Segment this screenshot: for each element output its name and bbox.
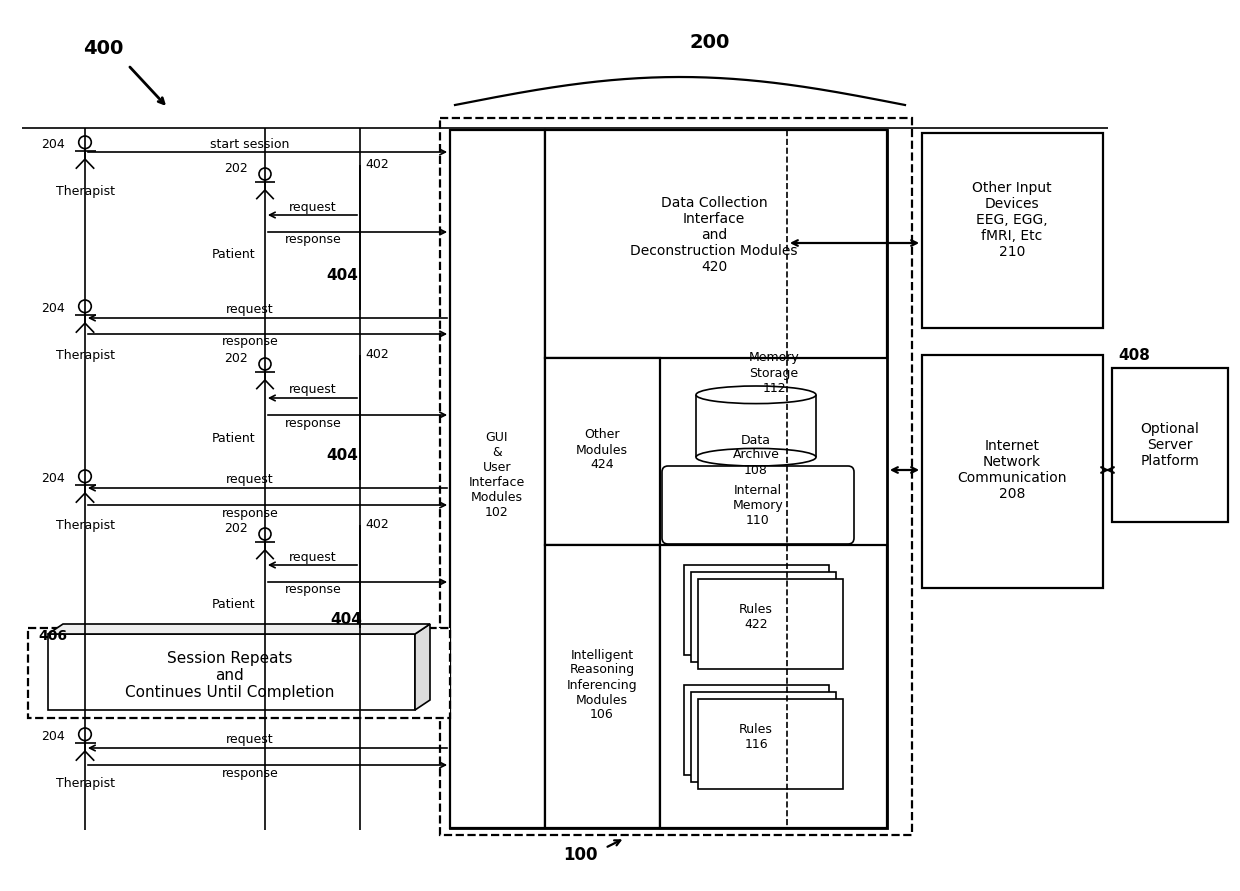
Polygon shape xyxy=(697,699,842,789)
Text: request: request xyxy=(289,383,337,396)
Text: Rules
422: Rules 422 xyxy=(739,603,773,631)
Polygon shape xyxy=(923,133,1104,328)
Polygon shape xyxy=(691,692,836,782)
Text: response: response xyxy=(222,766,278,780)
Text: Patient: Patient xyxy=(211,431,255,445)
Text: Internet
Network
Communication
208: Internet Network Communication 208 xyxy=(957,438,1066,502)
Text: request: request xyxy=(289,551,337,563)
Text: Data
Archive
108: Data Archive 108 xyxy=(733,434,780,477)
Polygon shape xyxy=(450,130,887,828)
Polygon shape xyxy=(450,130,546,828)
Ellipse shape xyxy=(696,386,816,404)
Polygon shape xyxy=(546,545,660,828)
Text: request: request xyxy=(226,733,274,747)
Text: 400: 400 xyxy=(83,38,123,58)
Text: Therapist: Therapist xyxy=(56,185,114,199)
FancyBboxPatch shape xyxy=(662,466,854,544)
Text: 200: 200 xyxy=(689,32,730,52)
Text: start session: start session xyxy=(211,137,290,151)
Polygon shape xyxy=(48,624,430,634)
Text: Session Repeats: Session Repeats xyxy=(167,650,293,666)
Text: Patient: Patient xyxy=(211,599,255,611)
Polygon shape xyxy=(660,545,887,828)
Text: 408: 408 xyxy=(1118,347,1149,363)
Text: response: response xyxy=(285,584,341,596)
Text: request: request xyxy=(226,473,274,486)
Text: Therapist: Therapist xyxy=(56,519,114,532)
Text: response: response xyxy=(222,506,278,519)
Polygon shape xyxy=(546,358,660,545)
Text: 100: 100 xyxy=(563,846,598,864)
Text: Other
Modules
424: Other Modules 424 xyxy=(577,429,627,471)
Polygon shape xyxy=(691,572,836,662)
Polygon shape xyxy=(29,628,450,718)
Polygon shape xyxy=(683,565,828,655)
Text: 404: 404 xyxy=(326,267,358,282)
Text: 402: 402 xyxy=(365,519,389,532)
Text: Intelligent
Reasoning
Inferencing
Modules
106: Intelligent Reasoning Inferencing Module… xyxy=(567,649,637,722)
Text: response: response xyxy=(222,336,278,348)
Text: request: request xyxy=(226,304,274,316)
Text: Optional
Server
Platform: Optional Server Platform xyxy=(1141,421,1199,468)
Text: and: and xyxy=(216,667,244,683)
Text: 204: 204 xyxy=(41,301,64,315)
Text: 204: 204 xyxy=(41,138,64,151)
Text: Memory
Storage
112: Memory Storage 112 xyxy=(749,352,800,395)
Text: 204: 204 xyxy=(41,471,64,485)
Text: GUI
&
User
Interface
Modules
102: GUI & User Interface Modules 102 xyxy=(469,431,525,519)
Text: Data Collection
Interface
and
Deconstruction Modules
420: Data Collection Interface and Deconstruc… xyxy=(630,196,797,274)
Polygon shape xyxy=(1112,368,1228,522)
Text: Patient: Patient xyxy=(211,249,255,261)
Text: Other Input
Devices
EEG, EGG,
fMRI, Etc
210: Other Input Devices EEG, EGG, fMRI, Etc … xyxy=(972,181,1052,259)
Text: 202: 202 xyxy=(224,161,248,175)
Text: 404: 404 xyxy=(330,612,362,627)
Text: 202: 202 xyxy=(224,521,248,535)
Text: Therapist: Therapist xyxy=(56,348,114,362)
Text: Internal
Memory
110: Internal Memory 110 xyxy=(733,484,784,527)
Text: response: response xyxy=(285,416,341,429)
Polygon shape xyxy=(440,118,911,835)
Text: 406: 406 xyxy=(38,629,67,643)
Polygon shape xyxy=(683,685,828,775)
Text: 404: 404 xyxy=(326,447,358,462)
Text: 204: 204 xyxy=(41,730,64,742)
Ellipse shape xyxy=(696,448,816,466)
Text: response: response xyxy=(285,233,341,247)
Polygon shape xyxy=(48,634,415,710)
Text: 202: 202 xyxy=(224,352,248,364)
Text: 402: 402 xyxy=(365,159,389,171)
Text: request: request xyxy=(289,200,337,214)
Text: Rules
116: Rules 116 xyxy=(739,723,773,751)
Polygon shape xyxy=(697,579,842,669)
Text: Continues Until Completion: Continues Until Completion xyxy=(125,684,335,699)
Text: Therapist: Therapist xyxy=(56,776,114,789)
Polygon shape xyxy=(923,355,1104,588)
Polygon shape xyxy=(415,624,430,710)
Polygon shape xyxy=(546,130,887,358)
Text: 402: 402 xyxy=(365,348,389,362)
